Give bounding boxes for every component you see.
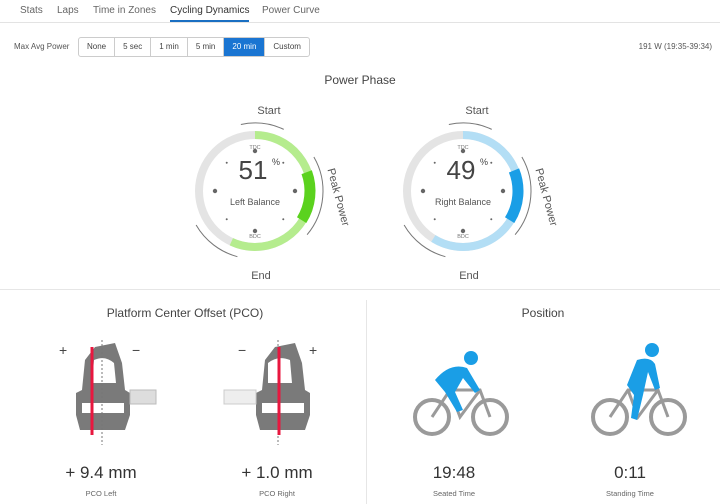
peak-bracket xyxy=(306,156,324,236)
clock-dot xyxy=(490,218,493,221)
end-label: End xyxy=(459,270,479,282)
peak-bracket xyxy=(514,156,532,236)
tab-laps[interactable]: Laps xyxy=(57,5,79,16)
right-peak-power-arc xyxy=(504,168,524,224)
clock-dot xyxy=(292,188,298,194)
clock-dot xyxy=(460,148,466,154)
position-title: Position xyxy=(521,306,565,320)
left-power-phase-arc xyxy=(229,131,315,251)
pco-right-value: + 1.0 mm xyxy=(241,463,313,482)
clock-dot xyxy=(225,218,228,221)
standing-time-label: Standing Time xyxy=(606,489,654,498)
option-5-min[interactable]: 5 min xyxy=(188,38,225,56)
tdc-label: TDC xyxy=(457,145,468,151)
clock-dot xyxy=(212,188,218,194)
tab-time-in-zones[interactable]: Time in Zones xyxy=(93,5,156,16)
pco-pedals: + − − + xyxy=(59,340,317,445)
option-none[interactable]: None xyxy=(79,38,116,56)
divider-vertical xyxy=(366,300,367,504)
end-arrow-icon xyxy=(195,224,238,258)
right-pedal-icon xyxy=(223,343,310,430)
seated-time-label: Seated Time xyxy=(432,489,476,498)
left-balance-label: Left Balance xyxy=(230,197,280,207)
tab-stats[interactable]: Stats xyxy=(20,5,43,16)
right-balance-label: Right Balance xyxy=(435,197,491,207)
max-avg-power-selector: None 5 sec 1 min 5 min 20 min Custom xyxy=(78,37,310,57)
divider xyxy=(0,289,720,290)
tdc-label: TDC xyxy=(249,145,260,151)
bdc-label: BDC xyxy=(457,234,469,240)
start-arrow-icon xyxy=(240,122,284,130)
power-summary: 191 W (19:35-39:34) xyxy=(638,42,712,51)
tab-power-curve[interactable]: Power Curve xyxy=(262,5,320,16)
left-pedal-icon xyxy=(76,343,157,430)
clock-dot xyxy=(433,161,436,164)
plus-sign-left: + xyxy=(59,342,67,358)
pco-left-value: + 9.4 mm xyxy=(65,463,137,482)
right-balance-value: 49 xyxy=(447,155,476,185)
option-5-sec[interactable]: 5 sec xyxy=(115,38,152,56)
clock-dot xyxy=(420,188,426,194)
plus-sign-right: + xyxy=(309,342,317,358)
clock-dot xyxy=(282,161,285,164)
clock-dot xyxy=(252,148,258,154)
position-icons xyxy=(413,343,687,436)
clock-dot xyxy=(500,188,506,194)
pco-left-label: PCO Left xyxy=(85,489,117,498)
option-custom[interactable]: Custom xyxy=(273,42,301,51)
power-phase-title: Power Phase xyxy=(324,73,396,87)
seated-rider-icon xyxy=(413,351,509,436)
pco-right-label: PCO Right xyxy=(259,489,295,498)
clock-dot xyxy=(433,218,436,221)
left-peak-power-arc xyxy=(296,170,316,224)
clock-dot xyxy=(460,228,466,234)
percent-unit: % xyxy=(272,157,280,167)
start-label: Start xyxy=(257,105,280,117)
peak-power-label: Peak Power xyxy=(532,167,559,228)
percent-unit: % xyxy=(480,157,488,167)
minus-sign-left: − xyxy=(132,342,140,358)
end-arrow-icon xyxy=(403,224,446,258)
standing-rider-icon xyxy=(591,343,687,436)
start-arrow-icon xyxy=(448,122,492,130)
clock-dot xyxy=(225,161,228,164)
max-avg-power-label: Max Avg Power xyxy=(14,42,70,51)
right-power-phase-arc xyxy=(431,131,523,251)
seated-time-value: 19:48 xyxy=(432,463,476,482)
standing-time-value: 0:11 xyxy=(614,463,646,482)
start-label: Start xyxy=(465,105,488,117)
pco-title: Platform Center Offset (PCO) xyxy=(106,306,264,320)
peak-power-label: Peak Power xyxy=(324,167,351,228)
clock-dot xyxy=(490,161,493,164)
end-label: End xyxy=(251,270,271,282)
bdc-label: BDC xyxy=(249,234,261,240)
option-1-min[interactable]: 1 min xyxy=(151,38,188,56)
option-20-min[interactable]: 20 min xyxy=(224,38,266,56)
tab-bar: Stats Laps Time in Zones Cycling Dynamic… xyxy=(0,0,720,23)
clock-dot xyxy=(282,218,285,221)
minus-sign-right: − xyxy=(238,342,246,358)
clock-dot xyxy=(252,228,258,234)
left-balance-value: 51 xyxy=(239,155,268,185)
power-phase-chart: TDC BDC 51 % Left Balance Start End Peak Power T… xyxy=(195,105,559,282)
tab-cycling-dynamics[interactable]: Cycling Dynamics xyxy=(170,5,250,22)
